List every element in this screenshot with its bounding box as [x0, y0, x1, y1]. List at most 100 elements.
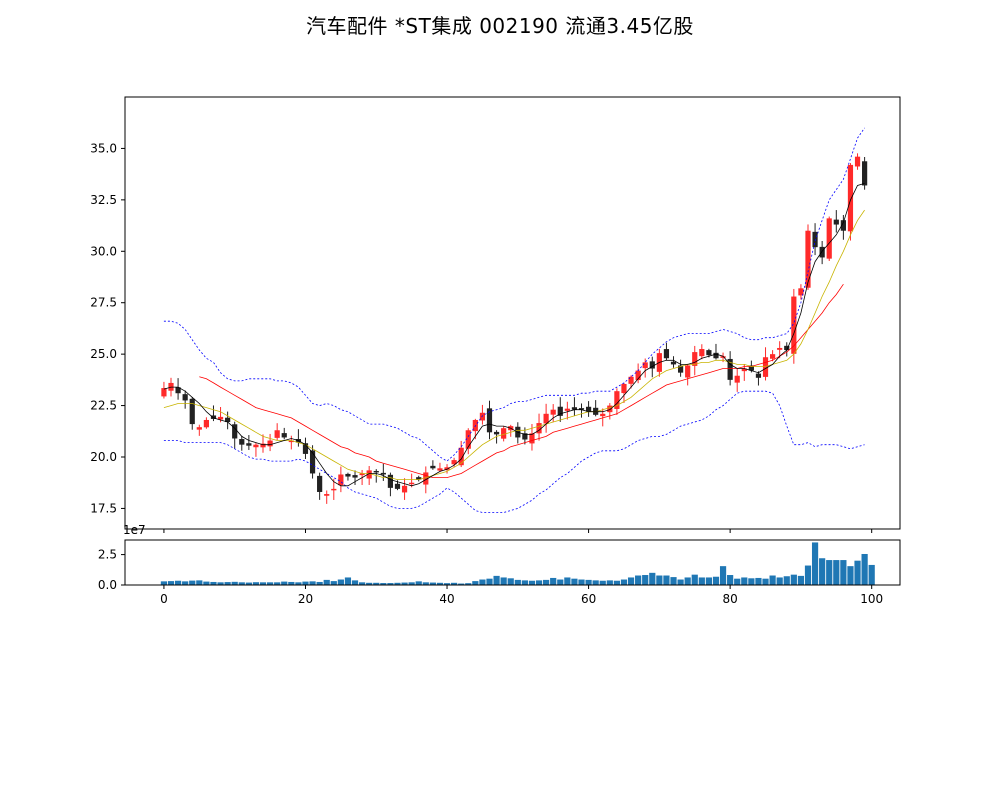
- candle-body: [642, 362, 648, 369]
- x-tick-label: 80: [722, 592, 737, 606]
- volume-bar: [734, 578, 741, 585]
- candle-body: [423, 472, 429, 485]
- candle-body: [762, 357, 769, 377]
- ma-long-line: [199, 283, 844, 479]
- candle-body: [182, 394, 188, 401]
- volume-bar: [203, 581, 210, 585]
- candle-body: [338, 474, 344, 486]
- candle-body: [734, 375, 740, 383]
- candle-body: [536, 423, 542, 434]
- volume-bar: [309, 581, 316, 585]
- candle-body: [564, 408, 570, 411]
- candle-body: [409, 482, 415, 485]
- volume-bar: [819, 558, 826, 585]
- candle-body: [585, 406, 592, 412]
- candle-body: [854, 156, 861, 167]
- candle-body: [288, 440, 294, 443]
- volume-bar: [719, 566, 727, 585]
- volume-bar: [436, 582, 444, 585]
- candle-body: [302, 443, 309, 454]
- candle-body: [493, 431, 500, 435]
- candle-body: [621, 383, 627, 394]
- candle-body: [692, 352, 698, 366]
- volume-bar: [500, 577, 507, 585]
- x-tick-label: 40: [439, 592, 454, 606]
- candle-body: [862, 161, 868, 186]
- volume-bar: [811, 542, 819, 585]
- volume-bar: [620, 579, 628, 585]
- candle-body: [840, 220, 846, 231]
- volume-bar: [373, 582, 380, 585]
- candle-body: [451, 460, 457, 465]
- candle-body: [706, 350, 712, 356]
- volume-bar: [479, 579, 486, 585]
- candle-body: [458, 447, 464, 466]
- candle-body: [819, 246, 825, 258]
- volume-bar: [564, 577, 571, 585]
- volume-bar: [231, 581, 238, 585]
- price-panel: [161, 127, 868, 513]
- volume-bar: [387, 583, 394, 585]
- candle-body: [663, 349, 670, 359]
- volume-bar: [422, 582, 429, 585]
- candle-body: [755, 373, 762, 378]
- candle-body: [217, 416, 224, 420]
- candle-body: [225, 417, 231, 423]
- volume-bar: [514, 579, 521, 585]
- candle-body: [479, 412, 486, 421]
- candle-body: [649, 361, 655, 369]
- volume-y-tick-label: 2.5: [98, 548, 117, 562]
- candle-body: [529, 433, 535, 444]
- candle-body: [543, 413, 549, 424]
- volume-y-tick-label: 0.0: [98, 578, 117, 592]
- candle-body: [331, 488, 337, 491]
- candle-body: [232, 424, 238, 439]
- y-tick-label: 25.0: [90, 347, 117, 361]
- volume-bar: [599, 580, 606, 585]
- volume-bar: [380, 583, 387, 585]
- candle-body: [685, 365, 691, 378]
- candle-body: [805, 230, 811, 288]
- candle-body: [677, 365, 684, 373]
- candle-body: [578, 408, 585, 410]
- volume-bar: [727, 575, 734, 585]
- candle-body: [380, 472, 386, 475]
- candle-body: [260, 443, 266, 448]
- volume-panel: [160, 542, 875, 585]
- candle-body: [430, 465, 436, 469]
- volume-bar: [521, 580, 528, 585]
- price-axes-frame: [124, 96, 901, 530]
- candle-body: [628, 376, 634, 384]
- candle-body: [748, 365, 754, 371]
- candle-body: [847, 164, 854, 232]
- candle-body: [387, 474, 394, 488]
- candle-body: [791, 296, 797, 354]
- volume-bar: [245, 582, 252, 585]
- volume-bar: [486, 578, 493, 585]
- volume-bar: [337, 579, 344, 585]
- volume-bar: [401, 582, 408, 585]
- volume-bar: [578, 579, 585, 585]
- candle-body: [600, 413, 606, 417]
- volume-bar: [167, 581, 175, 585]
- volume-bar: [826, 560, 833, 585]
- volume-bar: [571, 578, 578, 585]
- candle-body: [352, 475, 358, 478]
- ma-mid-line: [163, 209, 865, 481]
- volume-bar: [238, 582, 245, 585]
- volume-bar: [797, 575, 805, 585]
- volume-bar: [302, 581, 309, 585]
- volume-bar: [493, 575, 500, 585]
- volume-bar: [748, 578, 755, 585]
- volume-bar: [359, 582, 366, 585]
- volume-bar: [684, 577, 691, 585]
- volume-bar: [252, 582, 260, 585]
- volume-bar: [288, 581, 295, 585]
- boll-upper-line: [163, 127, 865, 462]
- volume-bar: [698, 577, 705, 585]
- volume-bar: [670, 577, 677, 585]
- candle-body: [812, 231, 818, 248]
- candle-body: [309, 450, 316, 474]
- volume-bar: [281, 581, 288, 585]
- candle-body: [550, 409, 556, 415]
